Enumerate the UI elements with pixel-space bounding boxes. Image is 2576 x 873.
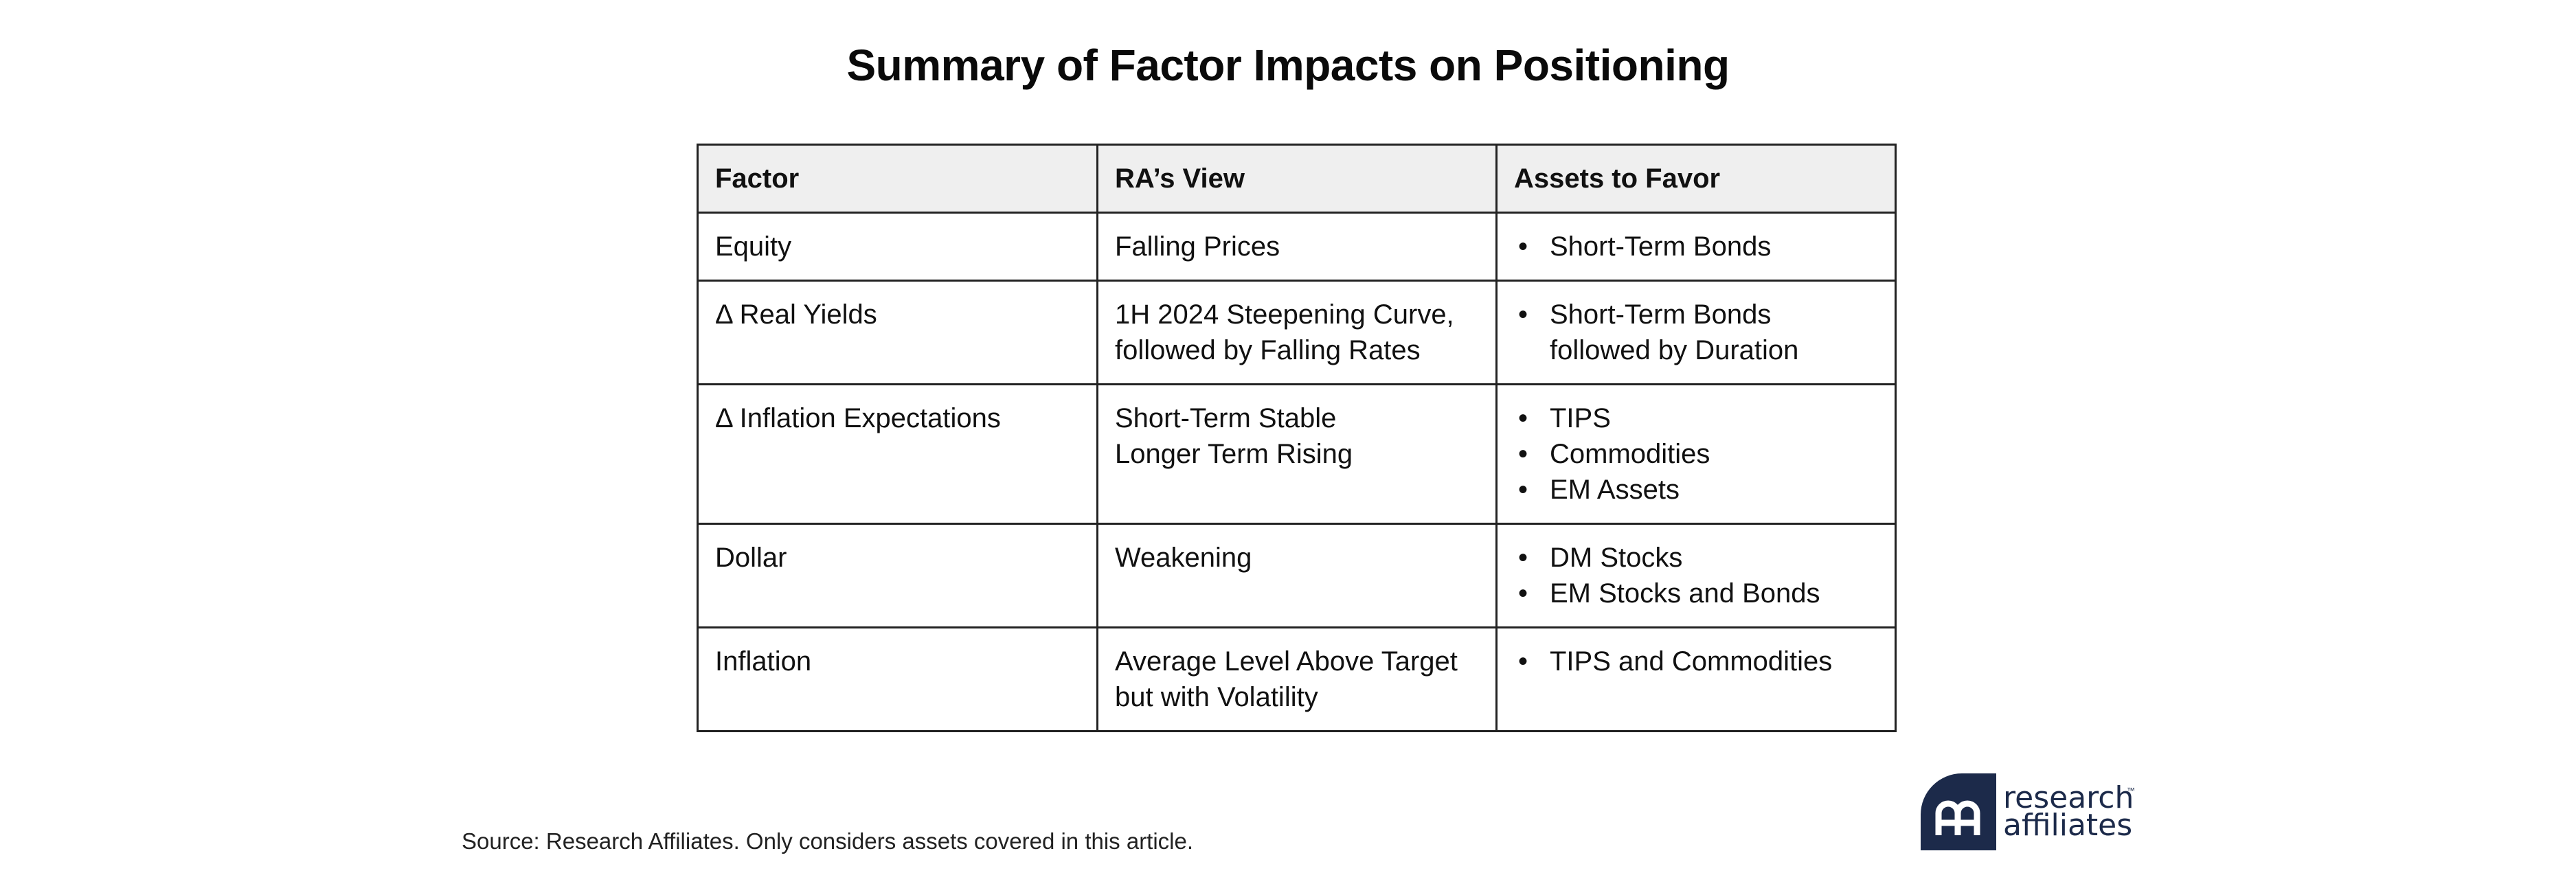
- list-item: • TIPS: [1514, 400, 1878, 436]
- column-header-factor: Factor: [697, 144, 1098, 214]
- view-line: 1H 2024 Steepening Curve,: [1115, 299, 1454, 330]
- assets-cell: • Short-Term Bonds followed by Duration: [1495, 280, 1897, 385]
- table-row: Dollar Weakening • DM Stocks • EM Stocks a…: [697, 523, 1897, 628]
- view-cell: 1H 2024 Steepening Curve, followed by Fa…: [1096, 280, 1498, 385]
- list-item: • Short-Term Bonds followed by Duration: [1514, 297, 1878, 368]
- asset-label: TIPS: [1550, 403, 1611, 433]
- table-row: Equity Falling Prices • Short-Term Bonds: [697, 212, 1897, 282]
- logo-text-line1: research: [2003, 780, 2134, 815]
- table-row: Δ Inflation Expectations Short-Term Stab…: [697, 383, 1897, 525]
- assets-cell: • TIPS • Commodities • EM Assets: [1495, 383, 1897, 525]
- assets-cell: • TIPS and Commodities: [1495, 626, 1897, 732]
- asset-label: Short-Term Bonds followed by Duration: [1550, 299, 1799, 365]
- assets-cell: • DM Stocks • EM Stocks and Bonds: [1495, 523, 1897, 628]
- bullet-icon: •: [1518, 403, 1528, 433]
- view-line: Weakening: [1115, 543, 1252, 573]
- bullet-icon: •: [1518, 299, 1528, 330]
- page-title: Summary of Factor Impacts on Positioning: [846, 41, 1730, 90]
- bullet-icon: •: [1518, 578, 1528, 609]
- list-item: • DM Stocks: [1514, 540, 1878, 576]
- bullet-icon: •: [1518, 543, 1528, 573]
- bullet-icon: •: [1518, 439, 1528, 469]
- asset-label: EM Assets: [1550, 475, 1680, 505]
- assets-list: • DM Stocks • EM Stocks and Bonds: [1514, 540, 1878, 611]
- view-line: but with Volatility: [1115, 682, 1318, 712]
- column-header-assets: Assets to Favor: [1495, 144, 1897, 214]
- factor-cell: Dollar: [697, 523, 1098, 628]
- column-header-view: RA’s View: [1096, 144, 1498, 214]
- trademark-symbol: ™: [2127, 786, 2135, 795]
- list-item: • Short-Term Bonds: [1514, 229, 1878, 264]
- list-item: • EM Stocks and Bonds: [1514, 576, 1878, 611]
- factor-cell: Inflation: [697, 626, 1098, 732]
- assets-list: • TIPS • Commodities • EM Assets: [1514, 400, 1878, 508]
- factor-summary-table: Factor RA’s View Assets to Favor Equity …: [697, 144, 1897, 732]
- table-row: Inflation Average Level Above Target but…: [697, 626, 1897, 732]
- asset-label: EM Stocks and Bonds: [1550, 578, 1820, 609]
- view-line: Average Level Above Target: [1115, 646, 1458, 677]
- view-cell: Average Level Above Target but with Vola…: [1096, 626, 1498, 732]
- ra-logo-mark-icon: [1921, 773, 1996, 850]
- bullet-icon: •: [1518, 475, 1528, 505]
- bullet-icon: •: [1518, 231, 1528, 262]
- asset-label: TIPS and Commodities: [1550, 646, 1833, 677]
- assets-list: • TIPS and Commodities: [1514, 644, 1878, 679]
- factor-cell: Equity: [697, 212, 1098, 282]
- assets-cell: • Short-Term Bonds: [1495, 212, 1897, 282]
- view-cell: Short-Term Stable Longer Term Rising: [1096, 383, 1498, 525]
- list-item: • Commodities: [1514, 436, 1878, 472]
- view-cell: Falling Prices: [1096, 212, 1498, 282]
- research-affiliates-logo: research affiliates ™: [1921, 773, 2147, 850]
- view-line: Falling Prices: [1115, 231, 1280, 262]
- logo-text-line2: affiliates: [2003, 808, 2133, 843]
- view-cell: Weakening: [1096, 523, 1498, 628]
- table-row: Δ Real Yields 1H 2024 Steepening Curve, …: [697, 280, 1897, 385]
- asset-label: Commodities: [1550, 439, 1710, 469]
- view-line: Short-Term Stable: [1115, 403, 1337, 433]
- assets-list: • Short-Term Bonds followed by Duration: [1514, 297, 1878, 368]
- view-line: followed by Falling Rates: [1115, 335, 1421, 365]
- assets-list: • Short-Term Bonds: [1514, 229, 1878, 264]
- bullet-icon: •: [1518, 646, 1528, 677]
- table-header-row: Factor RA’s View Assets to Favor: [697, 144, 1897, 214]
- view-line: Longer Term Rising: [1115, 439, 1353, 469]
- asset-label: Short-Term Bonds: [1550, 231, 1772, 262]
- list-item: • TIPS and Commodities: [1514, 644, 1878, 679]
- factor-cell: Δ Real Yields: [697, 280, 1098, 385]
- source-note: Source: Research Affiliates. Only consid…: [462, 828, 1194, 854]
- asset-label: DM Stocks: [1550, 543, 1683, 573]
- logo-wordmark: research affiliates: [2003, 780, 2134, 843]
- list-item: • EM Assets: [1514, 472, 1878, 508]
- factor-cell: Δ Inflation Expectations: [697, 383, 1098, 525]
